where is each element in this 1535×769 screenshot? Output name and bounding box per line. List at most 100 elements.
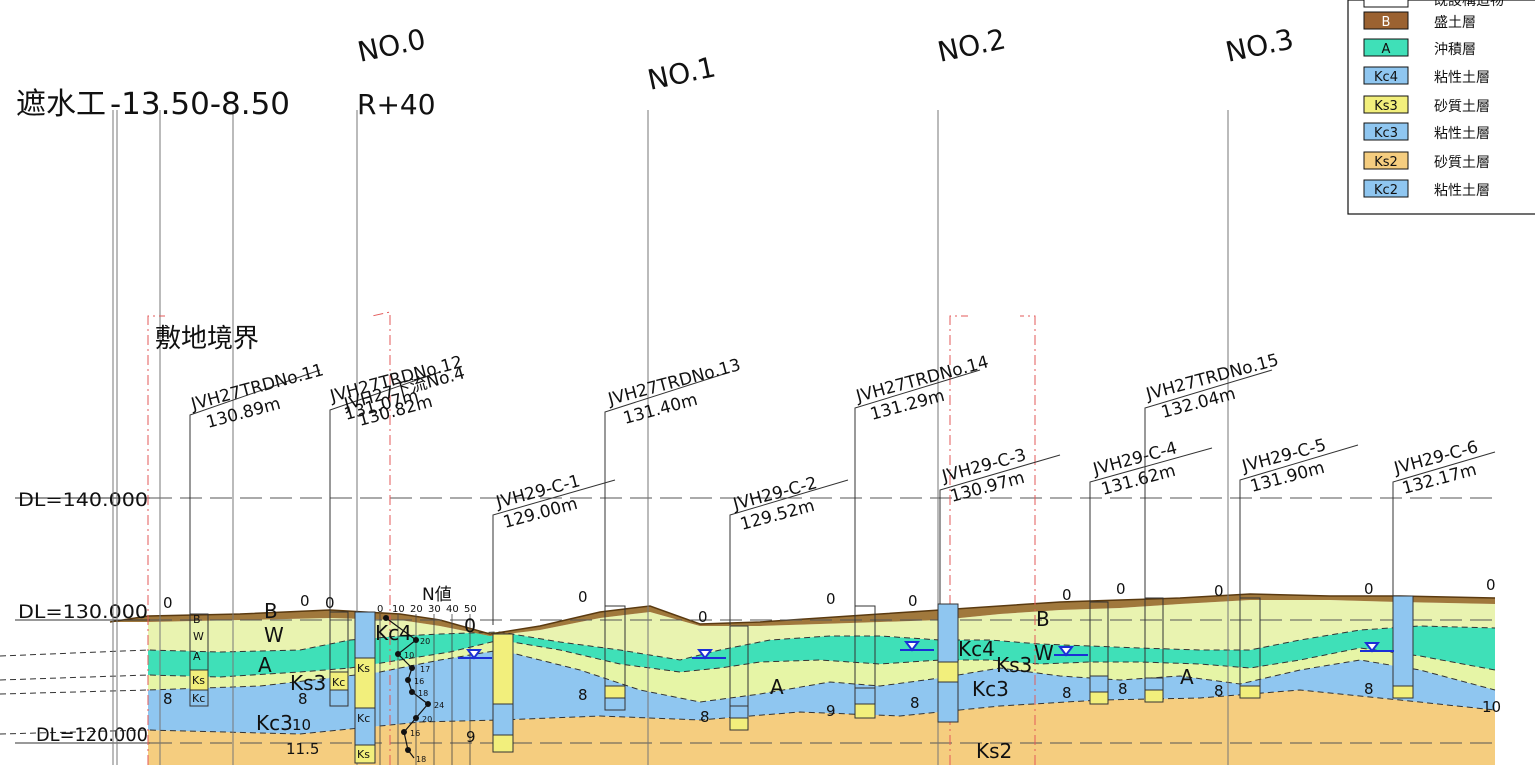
datum-label-120: DL=120.000 <box>36 724 148 746</box>
svg-text:8: 8 <box>910 694 920 712</box>
layer-label: A <box>770 675 784 699</box>
svg-text:0: 0 <box>300 592 310 610</box>
water-level-icon <box>692 649 726 660</box>
svg-text:粘性土層: 粘性土層 <box>1434 126 1490 142</box>
svg-text:0: 0 <box>1116 580 1126 598</box>
svg-text:Ks: Ks <box>357 748 370 761</box>
svg-text:18: 18 <box>416 755 426 764</box>
svg-text:40: 40 <box>446 604 459 615</box>
svg-text:8: 8 <box>578 686 588 704</box>
layer-label: W <box>264 623 284 647</box>
n-value-point <box>413 715 419 721</box>
borehole-columns <box>189 595 1414 764</box>
n-value-label: N値 <box>422 585 452 605</box>
svg-text:Ks3: Ks3 <box>1374 99 1398 114</box>
svg-text:9: 9 <box>466 728 476 746</box>
n-value-point <box>409 689 415 695</box>
svg-text:0: 0 <box>908 592 918 610</box>
svg-text:W: W <box>193 630 204 643</box>
layer-label: Kc4 <box>958 637 995 661</box>
svg-text:0: 0 <box>325 594 335 612</box>
svg-text:0: 0 <box>163 594 173 612</box>
water-level-icon <box>1360 642 1394 653</box>
svg-text:0: 0 <box>377 604 383 615</box>
boundary-kc3-ks2 <box>0 689 1496 735</box>
legend-swatches <box>1363 0 1409 198</box>
svg-text:Kc: Kc <box>332 676 345 689</box>
svg-text:粘性土層: 粘性土層 <box>1434 183 1490 199</box>
svg-text:8: 8 <box>1062 684 1072 702</box>
svg-text:8: 8 <box>1214 682 1224 700</box>
svg-text:8: 8 <box>298 690 308 708</box>
svg-text:20: 20 <box>410 604 423 615</box>
layer-a <box>148 626 1495 677</box>
svg-text:A: A <box>193 650 201 663</box>
svg-text:9: 9 <box>826 702 836 720</box>
legend-swatch <box>1363 179 1409 198</box>
layer-label: Kc3 <box>972 677 1009 701</box>
title-part2: -13.50-8.50 <box>110 87 290 122</box>
svg-text:0: 0 <box>1486 576 1496 594</box>
station-note: R+40 <box>357 88 436 121</box>
svg-text:0: 0 <box>578 588 588 606</box>
svg-text:17: 17 <box>420 665 430 674</box>
n-value-point <box>383 615 389 621</box>
layer-label: W <box>1034 641 1054 665</box>
svg-text:24: 24 <box>434 701 444 710</box>
datum-label-140: DL=140.000 <box>18 489 148 511</box>
svg-text:Kc: Kc <box>357 712 370 725</box>
title-part1: 遮水工 <box>16 87 106 122</box>
svg-text:砂質土層: 砂質土層 <box>1434 99 1490 115</box>
svg-text:沖積層: 沖積層 <box>1434 42 1476 58</box>
n-value-point <box>413 637 419 643</box>
legend-swatch <box>1363 151 1409 170</box>
legend-swatch <box>1363 95 1409 114</box>
boundary-w-a <box>0 625 1496 661</box>
svg-text:10: 10 <box>1482 698 1501 716</box>
svg-text:Kc3: Kc3 <box>1374 126 1398 141</box>
svg-text:8: 8 <box>1364 680 1374 698</box>
svg-text:B: B <box>1382 15 1391 30</box>
svg-text:砂質土層: 砂質土層 <box>1434 155 1490 171</box>
layer-label: B <box>1036 607 1050 631</box>
water-level-icon <box>1054 646 1088 657</box>
n-value-point <box>401 729 407 735</box>
svg-text:0: 0 <box>826 590 836 608</box>
layer-label: Ks2 <box>976 739 1012 763</box>
water-level-icon <box>458 649 492 660</box>
layer-label: Kc3 <box>256 711 293 735</box>
svg-text:50: 50 <box>464 604 477 615</box>
svg-text:11.5: 11.5 <box>286 740 319 758</box>
layer-ks2 <box>148 690 1495 765</box>
svg-text:既設構造物: 既設構造物 <box>1434 0 1504 9</box>
n-value-chart: N値 0 10 20 30 40 50 <box>377 585 477 765</box>
layer-w <box>148 600 1495 660</box>
n-value-point <box>405 747 411 753</box>
svg-text:0: 0 <box>698 608 708 626</box>
svg-text:Ks: Ks <box>357 662 370 675</box>
svg-text:8: 8 <box>1118 680 1128 698</box>
layer-labels: B W A Ks3 Kc3 Kc4 Kc4 Ks3 Kc3 A A W Ks2 … <box>256 599 1194 763</box>
layer-b <box>110 594 1495 636</box>
svg-text:B: B <box>193 613 201 626</box>
svg-text:8: 8 <box>700 708 710 726</box>
n-value-point <box>395 651 401 657</box>
legend: B A Kc4 Ks3 Kc3 Ks2 Kc2 既設構造物 盛土層 沖積層 粘性… <box>1347 0 1535 215</box>
svg-text:Kc4: Kc4 <box>1374 70 1398 85</box>
svg-text:盛土層: 盛土層 <box>1434 15 1476 31</box>
legend-swatch <box>1363 66 1409 85</box>
borehole-column <box>1392 595 1414 699</box>
svg-text:Kc: Kc <box>192 692 205 705</box>
layer-label: Ks3 <box>996 653 1032 677</box>
svg-text:Kc2: Kc2 <box>1374 183 1398 198</box>
svg-text:16: 16 <box>414 677 424 686</box>
legend-names: 既設構造物 盛土層 沖積層 粘性土層 砂質土層 粘性土層 砂質土層 粘性土層 <box>1434 0 1504 199</box>
svg-text:18: 18 <box>418 689 428 698</box>
svg-text:A: A <box>1382 42 1391 57</box>
legend-swatch <box>1363 122 1409 141</box>
layer-label: A <box>1180 665 1194 689</box>
svg-text:粘性土層: 粘性土層 <box>1434 70 1490 86</box>
svg-text:0: 0 <box>1214 582 1224 600</box>
